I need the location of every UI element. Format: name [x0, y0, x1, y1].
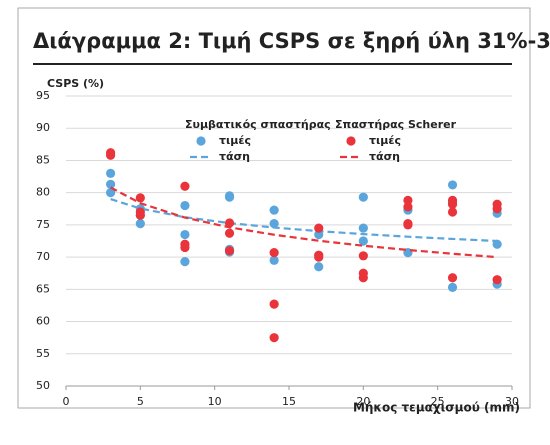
data-point	[224, 218, 235, 228]
data-point	[269, 299, 279, 309]
data-point	[447, 199, 458, 209]
x-tick-label: 0	[63, 395, 70, 408]
data-point	[106, 188, 116, 198]
data-point	[358, 251, 368, 261]
data-point	[447, 282, 458, 292]
x-tick-label: 10	[208, 395, 222, 408]
data-point	[269, 333, 279, 343]
y-tick-label: 75	[36, 218, 50, 231]
y-tick-label: 70	[36, 250, 50, 263]
legend-label: τάση	[369, 150, 400, 163]
data-point	[224, 228, 235, 238]
data-point	[403, 202, 413, 212]
data-point	[269, 255, 279, 265]
data-point	[269, 205, 279, 215]
x-tick-label: 20	[356, 395, 370, 408]
data-point	[135, 193, 145, 203]
data-point	[358, 236, 368, 246]
data-point	[224, 192, 235, 202]
y-tick-label: 60	[36, 315, 50, 328]
x-tick-label: 15	[282, 395, 296, 408]
data-point	[135, 210, 145, 220]
data-point	[358, 273, 368, 283]
data-point	[180, 257, 190, 267]
y-tick-label: 65	[36, 282, 50, 295]
data-point	[447, 180, 458, 190]
x-tick-label: 30	[505, 395, 519, 408]
x-tick-label: 25	[431, 395, 445, 408]
data-point	[314, 262, 324, 272]
y-tick-label: 85	[36, 153, 50, 166]
data-point	[180, 229, 190, 240]
legend-label: τιμές	[369, 134, 401, 147]
data-point	[224, 246, 235, 256]
chart-title: Διάγραμμα 2: Τιμή CSPS σε ξηρή ύλη 31%-3…	[33, 29, 550, 53]
data-point	[358, 192, 368, 202]
data-point	[269, 248, 279, 258]
y-tick-label: 80	[36, 186, 50, 199]
trend-line	[110, 198, 498, 243]
data-point	[358, 223, 368, 233]
data-point	[403, 195, 413, 205]
data-point	[180, 181, 190, 191]
data-point	[106, 150, 116, 160]
legend-group-title: Συμβατικός σπαστήρας	[185, 118, 331, 131]
data-point	[180, 242, 190, 253]
data-point	[106, 168, 116, 178]
data-point	[180, 200, 190, 211]
data-point	[269, 219, 279, 229]
y-tick-label: 90	[36, 121, 50, 134]
y-tick-label: 55	[36, 347, 50, 360]
legend-swatch	[196, 136, 206, 146]
data-point	[492, 275, 502, 285]
data-point	[106, 179, 116, 189]
x-tick-label: 5	[137, 395, 144, 408]
y-tick-label: 95	[36, 89, 50, 102]
legend-label: τάση	[219, 150, 250, 163]
data-point	[314, 223, 324, 233]
y-tick-label: 50	[36, 379, 50, 392]
trend-line	[110, 186, 498, 259]
data-point	[135, 219, 145, 229]
y-axis-label: CSPS (%)	[47, 77, 104, 90]
legend-swatch	[346, 136, 356, 146]
data-point	[492, 204, 502, 214]
data-point	[403, 220, 413, 230]
legend-label: τιμές	[219, 134, 251, 147]
legend-group-title: Σπαστήρας Scherer	[335, 118, 457, 131]
data-point	[314, 252, 324, 262]
data-point	[447, 273, 458, 283]
data-point	[447, 207, 458, 217]
x-axis-label: Μήκος τεμαχισμού (mm)	[353, 401, 520, 415]
